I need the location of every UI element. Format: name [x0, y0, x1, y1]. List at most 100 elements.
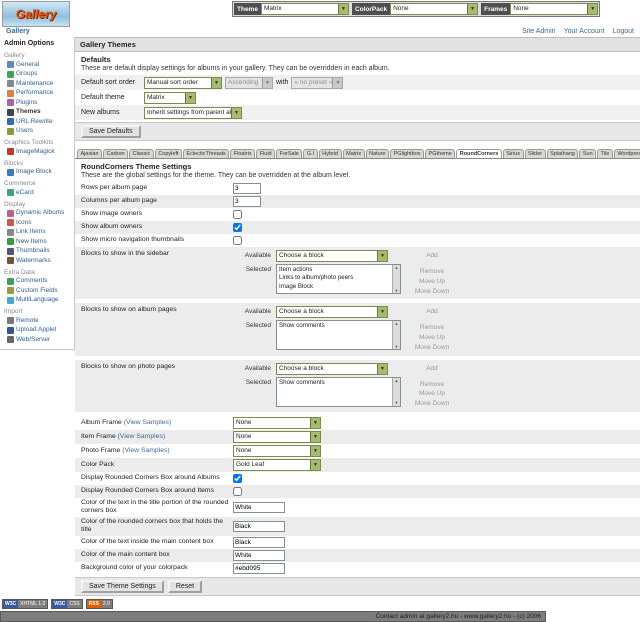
color-pack-select[interactable]: Gold Leaf ▼	[233, 458, 321, 471]
site-admin-link[interactable]: Site Admin	[522, 28, 556, 35]
blocks-photo-pages-move-down-button[interactable]: Move Down	[414, 400, 450, 407]
sidebar-item-icons[interactable]: Icons	[0, 218, 74, 228]
sidebar-item-performance[interactable]: Performance	[0, 89, 74, 99]
content-box-color-input[interactable]	[233, 549, 285, 561]
xhtml-badge[interactable]: W3C XHTML 1.0	[2, 598, 49, 609]
block-list-item[interactable]: Links to album/photo peers	[279, 274, 354, 282]
blocks-sidebar-add-button[interactable]: Add	[426, 252, 438, 259]
tab-pglightbox[interactable]: PGlightbox	[390, 149, 425, 158]
sidebar-item-custom-fields[interactable]: Custom Fields	[0, 286, 74, 296]
tab-sun[interactable]: Sun	[579, 149, 597, 158]
sidebar-item-plugins[interactable]: Plugins	[0, 98, 74, 108]
rows-per-album-page-input[interactable]	[233, 183, 261, 194]
tab-eclecticthreads[interactable]: EclecticThreads	[183, 149, 230, 158]
sidebar-item-groups[interactable]: Groups	[0, 70, 74, 80]
tab-siriux[interactable]: Siriux	[502, 149, 524, 158]
sidebar-item-upload-applet[interactable]: Upload Applet	[0, 326, 74, 336]
blocks-album-pages-remove-button[interactable]: Remove	[419, 324, 445, 332]
blocks-photo-pages-available-select[interactable]: Choose a block ▼	[276, 362, 388, 375]
sidebar-item-maintenance[interactable]: Maintenance	[0, 79, 74, 89]
sidebar-item-comments[interactable]: Comments	[0, 277, 74, 287]
tab-ajaxian[interactable]: Ajaxian	[77, 149, 103, 158]
list-scrollbar[interactable]: ▲ ▼	[392, 265, 400, 293]
tab-hybrid[interactable]: Hybrid	[318, 149, 342, 158]
sidebar-item-ecard[interactable]: eCard	[0, 188, 74, 198]
blocks-sidebar-selected-list[interactable]: Item actions Links to album/photo peers Im…	[276, 264, 401, 294]
sidebar-item-multilanguage[interactable]: MultiLanguage	[0, 296, 74, 306]
tab-fluid[interactable]: Fluid	[256, 149, 276, 158]
your-account-link[interactable]: Your Account	[563, 28, 605, 35]
blocks-sidebar-remove-button[interactable]: Remove	[419, 268, 445, 275]
tab-roundcorners[interactable]: RoundCorners	[456, 149, 502, 158]
tab-g-i[interactable]: G.I	[303, 149, 318, 158]
frames-select[interactable]: None ▼	[510, 3, 599, 15]
scroll-up-icon[interactable]: ▲	[394, 377, 399, 383]
logout-link[interactable]: Logout	[612, 28, 634, 35]
sidebar-item-thumbnails[interactable]: Thumbnails	[0, 247, 74, 257]
sidebar-item-url-rewrite[interactable]: URL Rewrite	[0, 117, 74, 127]
block-list-item[interactable]: Item actions	[279, 266, 313, 273]
sidebar-item-watermarks[interactable]: Watermarks	[0, 256, 74, 266]
content-text-color-input[interactable]	[233, 536, 285, 548]
rss-badge[interactable]: RSS 2.0	[85, 598, 113, 609]
sidebar-item-general[interactable]: General	[0, 60, 74, 70]
tab-pgtheme[interactable]: PGtheme	[425, 149, 456, 158]
tab-nature[interactable]: Nature	[365, 149, 390, 158]
colorpack-select[interactable]: None ▼	[390, 3, 479, 15]
album-frame-samples-link[interactable]: (View Samples)	[123, 418, 172, 426]
tab-wordpressembedded[interactable]: WordpressEmbedded	[613, 149, 640, 158]
sidebar-item-new-items[interactable]: New Items	[0, 237, 74, 247]
sidebar-item-users[interactable]: Users	[0, 127, 74, 137]
blocks-sidebar-move-up-button[interactable]: Move Up	[418, 277, 445, 285]
columns-per-album-page-input[interactable]	[233, 196, 261, 207]
rounded-box-items-checkbox[interactable]	[233, 486, 242, 496]
tab-matrix[interactable]: Matrix	[342, 149, 365, 158]
sidebar-item-themes[interactable]: Themes	[0, 108, 74, 118]
save-theme-settings-button[interactable]: Save Theme Settings	[81, 579, 164, 593]
blocks-album-pages-available-select[interactable]: Choose a block ▼	[276, 306, 388, 319]
tab-classic[interactable]: Classic	[129, 149, 154, 158]
list-scrollbar[interactable]: ▲ ▼	[392, 377, 400, 406]
blocks-album-pages-add-button[interactable]: Add	[426, 308, 438, 316]
blocks-photo-pages-add-button[interactable]: Add	[426, 364, 438, 372]
sidebar-item-imagemagick[interactable]: ImageMagick	[0, 147, 74, 157]
blocks-sidebar-move-down-button[interactable]: Move Down	[414, 287, 450, 295]
title-text-color-input[interactable]	[233, 501, 285, 513]
item-frame-select[interactable]: None ▼	[233, 430, 321, 443]
blocks-album-pages-move-up-button[interactable]: Move Up	[418, 334, 445, 341]
item-frame-samples-link[interactable]: (View Samples)	[117, 432, 166, 440]
album-frame-select[interactable]: None ▼	[233, 416, 321, 429]
blocks-photo-pages-selected-list[interactable]: Show comments ▲ ▼	[276, 376, 401, 407]
show-micro-navigation-thumbnails-checkbox[interactable]	[233, 236, 242, 245]
tab-copyleft[interactable]: Copyleft	[154, 149, 183, 158]
blocks-album-pages-selected-list[interactable]: Show comments ▲ ▼	[276, 320, 401, 351]
block-list-item[interactable]: Show comments	[279, 378, 325, 386]
photo-frame-select[interactable]: None ▼	[233, 444, 321, 457]
sidebar-item-link-items[interactable]: Link Items	[0, 228, 74, 238]
scroll-down-icon[interactable]: ▼	[394, 400, 399, 406]
tab-carbon[interactable]: Carbon	[103, 149, 129, 158]
save-defaults-button[interactable]: Save Defaults	[81, 125, 141, 138]
show-image-owners-checkbox[interactable]	[233, 210, 242, 219]
sidebar-item-dynamic-albums[interactable]: Dynamic Albums	[0, 209, 74, 219]
gallery-logo[interactable]: Gallery	[2, 1, 70, 27]
tab-floatrix[interactable]: Floatrix	[230, 149, 256, 158]
tab-forsale[interactable]: ForSale	[276, 149, 303, 158]
default-sort-order-select[interactable]: Manual sort order ▼	[144, 76, 222, 89]
title-box-color-input[interactable]	[233, 520, 285, 532]
sidebar-item-web-server[interactable]: Web/Server	[0, 335, 74, 345]
breadcrumb[interactable]: Gallery	[6, 28, 30, 35]
new-albums-select[interactable]: Inherit settings from parent album ▼	[144, 106, 242, 119]
sidebar-item-image-block[interactable]: Image Block	[0, 168, 74, 178]
scroll-down-icon[interactable]: ▼	[394, 287, 399, 293]
rounded-box-albums-checkbox[interactable]	[233, 473, 242, 483]
show-album-owners-checkbox[interactable]	[233, 223, 242, 232]
blocks-photo-pages-move-up-button[interactable]: Move Up	[418, 390, 445, 398]
list-scrollbar[interactable]: ▲ ▼	[392, 321, 400, 350]
blocks-album-pages-move-down-button[interactable]: Move Down	[414, 343, 450, 351]
blocks-photo-pages-remove-button[interactable]: Remove	[419, 380, 445, 388]
reset-button[interactable]: Reset	[167, 579, 203, 593]
tab-tile[interactable]: Tile	[597, 149, 613, 158]
default-theme-select[interactable]: Matrix ▼	[144, 91, 196, 104]
tab-slider[interactable]: Slider	[524, 149, 546, 158]
